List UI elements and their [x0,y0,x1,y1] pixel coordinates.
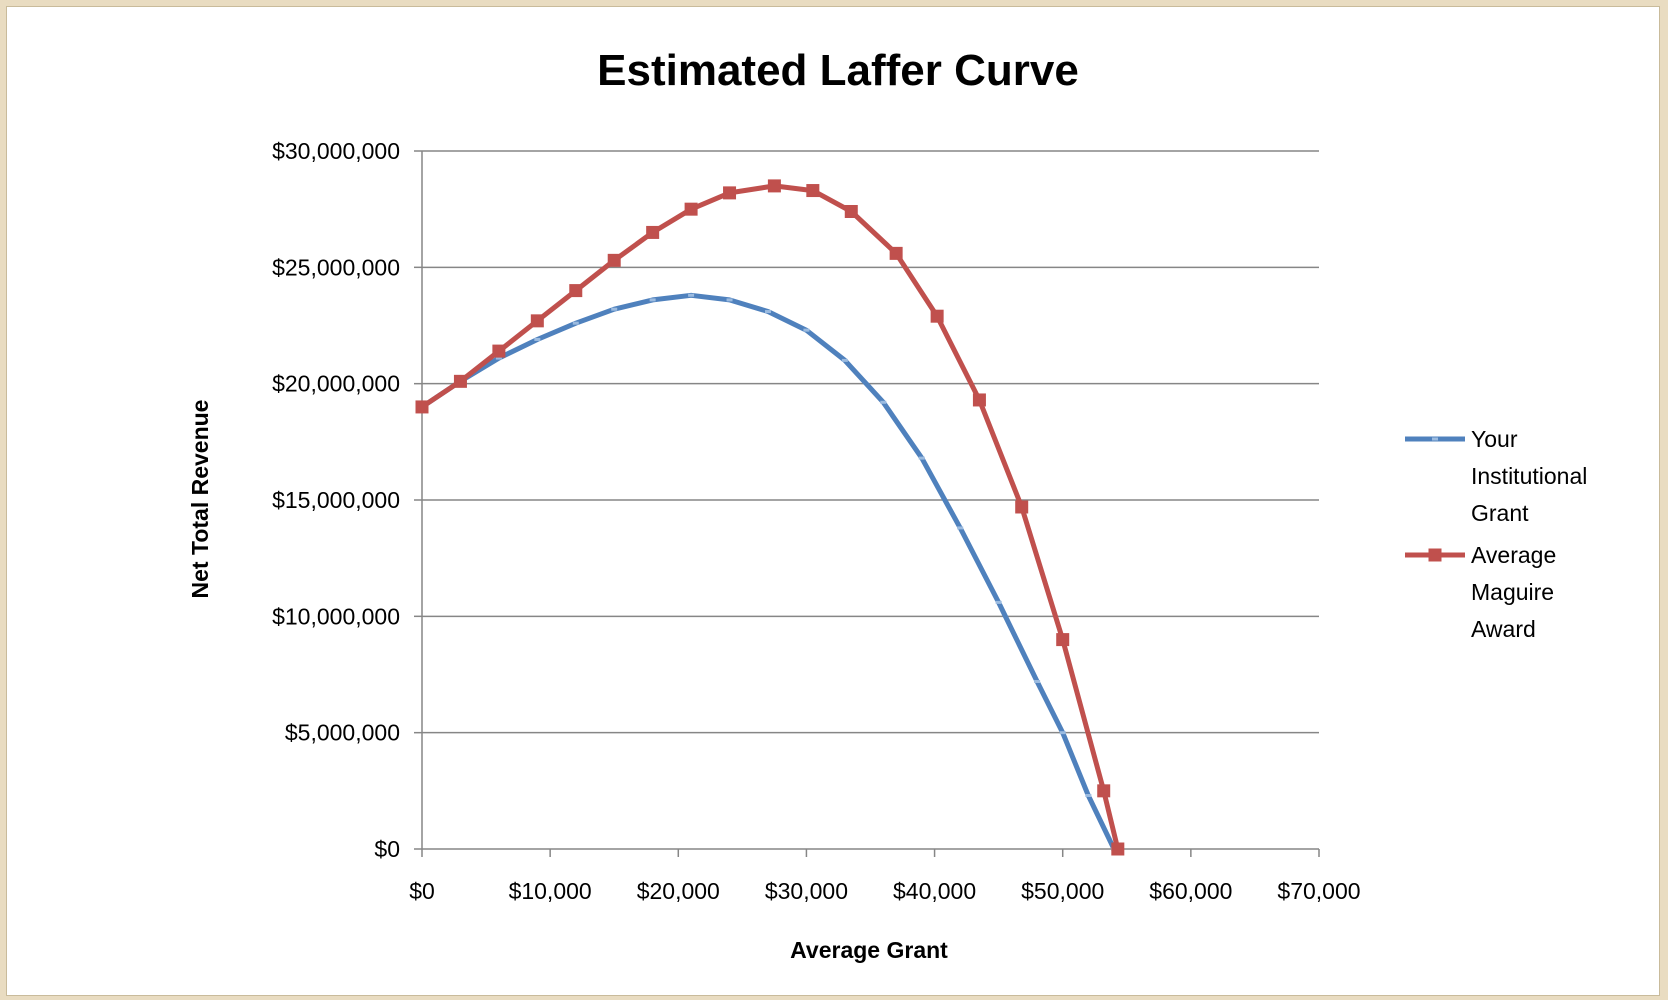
y-tick-label: $25,000,000 [272,254,400,280]
data-point-marker [453,374,467,388]
data-point-marker [918,456,925,460]
y-tick-label: $15,000,000 [272,487,400,513]
legend-swatch-marker [1432,437,1438,441]
x-axis-title: Average Grant [790,937,948,963]
x-tick-label: $60,000 [1149,878,1232,904]
y-tick-label: $0 [374,836,400,862]
y-axis-title: Net Total Revenue [187,400,213,599]
legend: Your Institutional Grant Average Maguire Awar… [1405,426,1587,642]
y-tick-label: $5,000,000 [285,720,400,746]
data-point-marker [530,314,544,328]
tick-labels: $0 $5,000,000 $10,000,000 $15,000,000 $20,00… [272,138,1360,904]
x-tick-label: $40,000 [893,878,976,904]
data-point-marker [723,186,737,200]
data-point-marker [889,246,903,260]
series-line-2 [419,183,1121,852]
x-tick-label: $50,000 [1021,878,1104,904]
data-point-marker [1111,842,1125,856]
data-point-marker [607,253,621,267]
data-point-marker [688,293,695,297]
data-point-marker [764,310,771,314]
data-point-marker [806,184,820,198]
data-point-marker [957,526,964,530]
legend-label-line: Award [1471,616,1536,642]
data-point-marker [1034,679,1041,683]
series-lines [415,179,1125,856]
x-tick-label: $70,000 [1277,878,1360,904]
data-point-marker [841,358,848,362]
data-point-marker [1056,633,1070,647]
x-tick-label: $0 [409,878,435,904]
laffer-chart: Estimated Laffer Curve $0 $5,000,000 $10,0… [187,46,1587,963]
y-tick-label: $20,000,000 [272,371,400,397]
gridlines [422,150,1319,734]
y-tick-label: $30,000,000 [272,138,400,164]
axes [414,150,1320,857]
data-point-marker [726,298,733,302]
data-point-marker [492,344,506,358]
data-point-marker [684,202,698,216]
data-point-marker [611,307,618,311]
chart-title: Estimated Laffer Curve [597,46,1079,95]
data-point-marker [1059,731,1066,735]
data-point-marker [495,356,502,360]
y-tick-label: $10,000,000 [272,603,400,629]
x-tick-label: $20,000 [637,878,720,904]
x-tick-label: $10,000 [509,878,592,904]
data-point-marker [972,393,986,407]
data-point-marker [880,400,887,404]
data-point-marker [767,179,781,193]
data-point-marker [534,337,541,341]
data-point-marker [572,321,579,325]
legend-label-line: Institutional [1471,463,1587,489]
legend-label-line: Maguire [1471,579,1554,605]
legend-swatch-marker [1428,548,1442,562]
legend-label-line: Grant [1471,500,1529,526]
data-point-marker [569,284,583,298]
data-point-marker [995,600,1002,604]
legend-label-line: Average [1471,542,1556,568]
data-point-marker [1097,784,1111,798]
data-point-marker [803,328,810,332]
data-point-marker [930,309,944,323]
series-line-1 [419,292,1117,852]
data-point-marker [844,204,858,218]
chart-frame: Estimated Laffer Curve $0 $5,000,000 $10,0… [6,6,1660,996]
x-tick-label: $30,000 [765,878,848,904]
data-point-marker [1085,793,1092,797]
legend-label-line: Your [1471,426,1518,452]
data-point-marker [1015,500,1029,514]
data-point-marker [646,225,660,239]
data-point-marker [415,400,429,414]
data-point-marker [649,298,656,302]
